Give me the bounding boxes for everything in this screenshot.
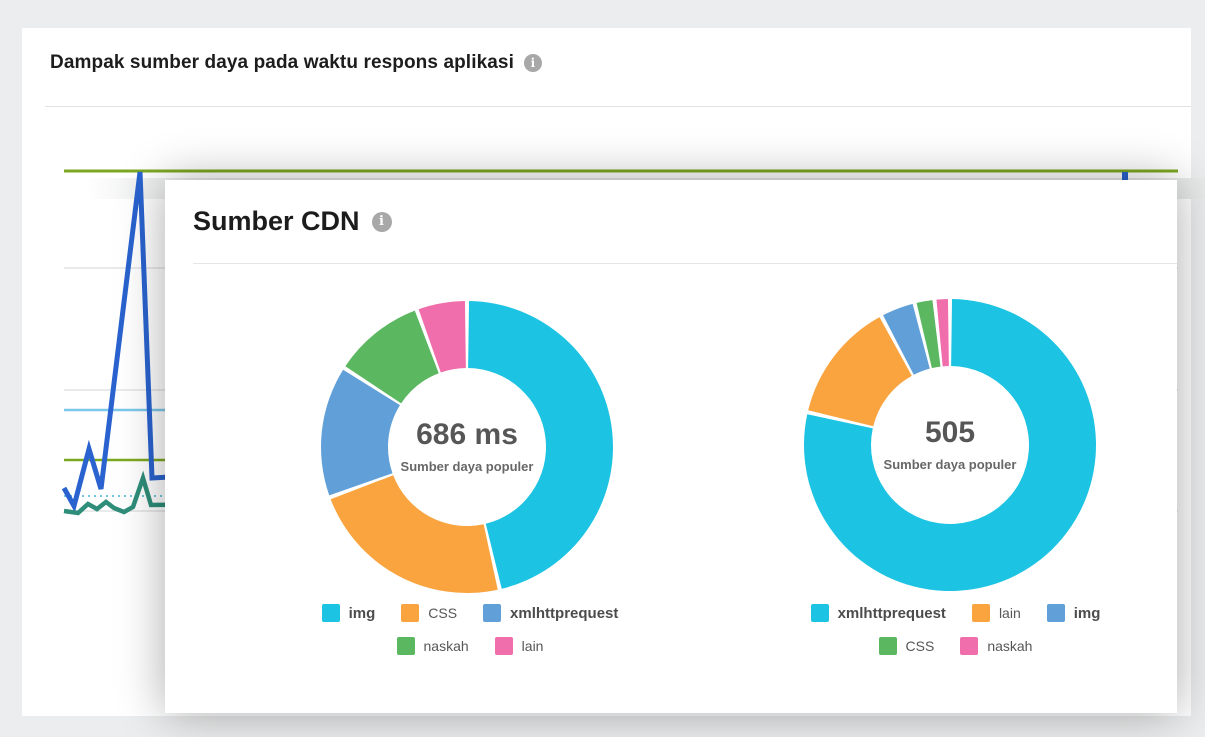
donut-slice-img[interactable] (883, 303, 930, 375)
legend-item-naskah[interactable]: naskah (396, 637, 469, 655)
legend-swatch-icon (396, 637, 415, 655)
donut-count-chart[interactable] (800, 295, 1100, 595)
legend-label: img (1073, 604, 1101, 622)
donut-slice-img[interactable] (468, 301, 613, 589)
legend-swatch-icon (321, 604, 340, 622)
donut-count-legend: xmlhttprequest lain img CSS naskah (783, 604, 1128, 655)
legend-label: naskah (423, 638, 469, 654)
legend-item-lain[interactable]: lain (971, 604, 1021, 622)
legend-label: img (348, 604, 376, 622)
donut-slice-lain[interactable] (808, 317, 912, 427)
legend-label: xmlhttprequest (510, 604, 619, 622)
legend-label: xmlhttprequest (837, 604, 946, 622)
legend-item-CSS[interactable]: CSS (401, 604, 457, 622)
legend-item-xmlhttprequest[interactable]: xmlhttprequest (483, 604, 618, 622)
legend-label: CSS (428, 605, 458, 621)
info-icon[interactable]: i (371, 211, 392, 232)
donut-slice-CSS[interactable] (916, 300, 941, 369)
info-icon[interactable]: i (523, 54, 542, 72)
legend-label: CSS (905, 638, 935, 654)
donut-slice-xmlhttprequest[interactable] (804, 299, 1096, 591)
legend-swatch-icon (483, 604, 502, 622)
panel-divider (193, 263, 1177, 264)
donut-load-time-chart[interactable] (317, 297, 617, 597)
legend-swatch-icon (1046, 604, 1065, 622)
panel-title: Sumber CDN (193, 206, 360, 236)
legend-row: naskah lain (396, 637, 544, 655)
legend-item-xmlhttprequest[interactable]: xmlhttprequest (810, 604, 946, 622)
legend-label: lain (998, 605, 1021, 621)
legend-item-img[interactable]: img (321, 604, 376, 622)
donut-slice-naskah[interactable] (345, 310, 439, 404)
legend-swatch-icon (494, 637, 513, 655)
legend-row: CSS naskah (878, 637, 1032, 655)
page-title: Dampak sumber daya pada waktu respons ap… (50, 52, 514, 73)
legend-row: xmlhttprequest lain img (810, 604, 1101, 622)
header-divider (45, 106, 1191, 107)
donut-slice-CSS[interactable] (330, 475, 498, 593)
legend-row: img CSS xmlhttprequest (321, 604, 618, 622)
cdn-panel-header: Sumber CDN i (193, 206, 392, 237)
donut-slice-naskah[interactable] (936, 299, 949, 367)
donut-load-time: 686 ms Sumber daya populer (317, 297, 617, 597)
legend-swatch-icon (960, 637, 979, 655)
resource-impact-header: Dampak sumber daya pada waktu respons ap… (50, 52, 542, 74)
legend-item-lain[interactable]: lain (494, 637, 544, 655)
legend-item-naskah[interactable]: naskah (960, 637, 1032, 655)
legend-item-CSS[interactable]: CSS (878, 637, 935, 655)
legend-swatch-icon (878, 637, 897, 655)
cdn-resources-panel: Sumber CDN i 686 ms Sumber daya populer … (165, 180, 1177, 713)
legend-label: naskah (987, 638, 1033, 654)
donut-count: 505 Sumber daya populer (800, 295, 1100, 595)
donut-slice-lain[interactable] (418, 301, 466, 373)
legend-label: lain (521, 638, 544, 654)
legend-swatch-icon (810, 604, 829, 622)
legend-swatch-icon (971, 604, 990, 622)
donut-slice-xmlhttprequest[interactable] (321, 369, 400, 496)
legend-item-img[interactable]: img (1046, 604, 1101, 622)
donut-load-time-legend: img CSS xmlhttprequest naskah lain (300, 604, 640, 655)
legend-swatch-icon (401, 604, 420, 622)
